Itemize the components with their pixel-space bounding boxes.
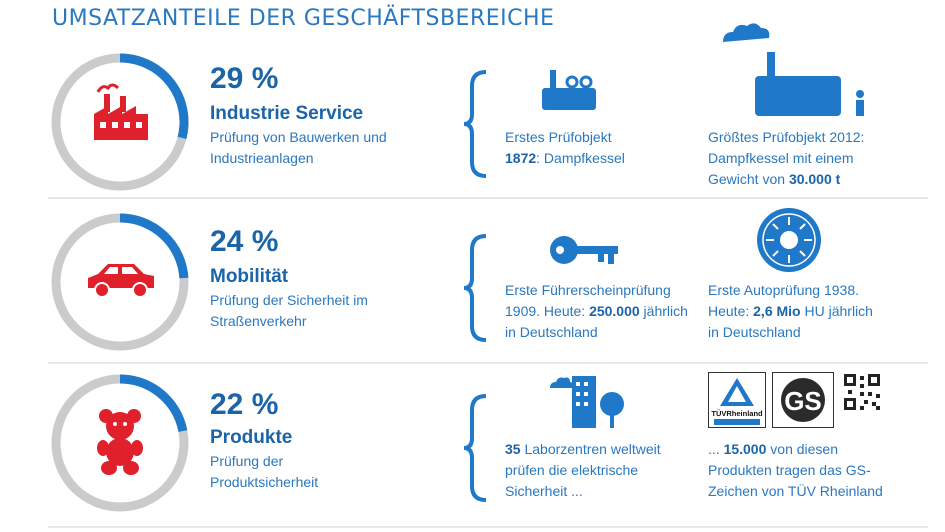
brace-icon bbox=[463, 70, 487, 178]
large-boiler-icon bbox=[723, 23, 864, 116]
factory-icon bbox=[94, 83, 148, 140]
segment-name: Produkte bbox=[210, 427, 293, 448]
brace-icon bbox=[463, 234, 487, 342]
divider bbox=[48, 526, 928, 528]
fact-first-driving-test: Erste Führerscheinprüfung 1909. Heute: 2… bbox=[505, 282, 688, 340]
tuv-rheinland-logo: TÜVRheinland bbox=[708, 372, 766, 428]
donut-share-arc bbox=[119, 213, 189, 279]
segment-description: Prüfung von Bauwerken und Industrieanlage… bbox=[210, 129, 387, 166]
teddy-bear-icon bbox=[97, 409, 143, 475]
divider bbox=[48, 362, 928, 364]
lab-building-icon bbox=[550, 376, 624, 428]
segment-description: Prüfung der Sicherheit im Straßenverkehr bbox=[210, 292, 368, 329]
brace-icon bbox=[463, 394, 487, 502]
boiler-icon bbox=[542, 70, 596, 110]
gs-mark-logo: GS bbox=[772, 372, 834, 428]
svg-text:GS: GS bbox=[784, 386, 822, 416]
fact-largest-object: Größtes Prüfobjekt 2012: Dampfkessel mit… bbox=[708, 129, 865, 187]
donut-industrie-service bbox=[51, 53, 189, 191]
qr-code-icon bbox=[842, 372, 882, 412]
percent-produkte: 22 % bbox=[210, 388, 279, 421]
donut-share-arc bbox=[119, 53, 189, 140]
fact-gs-products: ... 15.000 von diesen Produkten tragen d… bbox=[708, 441, 883, 499]
segment-name: Mobilität bbox=[210, 266, 289, 287]
key-icon bbox=[550, 236, 618, 264]
segment-description: Prüfung der Produktsicherheit bbox=[210, 453, 319, 490]
fact-first-object: Erstes Prüfobjekt 1872: Dampfkessel bbox=[505, 129, 625, 166]
donut-mobilitaet bbox=[51, 213, 189, 351]
page-title: UMSATZANTEILE DER GESCHÄFTSBEREICHE bbox=[52, 6, 555, 31]
percent-industrie-service: 29 % bbox=[210, 62, 279, 95]
car-icon bbox=[88, 264, 154, 298]
donut-share-arc bbox=[119, 374, 188, 432]
inspection-sticker-icon bbox=[757, 208, 821, 272]
fact-lab-centers: 35 Laborzentren weltweit prüfen die elek… bbox=[505, 441, 661, 499]
percent-mobilitaet: 24 % bbox=[210, 225, 279, 258]
svg-text:TÜVRheinland: TÜVRheinland bbox=[711, 409, 763, 418]
divider bbox=[48, 197, 928, 199]
donut-produkte bbox=[51, 374, 189, 512]
segment-name: Industrie Service bbox=[210, 103, 364, 124]
certification-logos-icon: TÜVRheinland GS bbox=[708, 372, 888, 428]
fact-first-car-inspection: Erste Autoprüfung 1938. Heute: 2,6 Mio H… bbox=[708, 282, 873, 340]
